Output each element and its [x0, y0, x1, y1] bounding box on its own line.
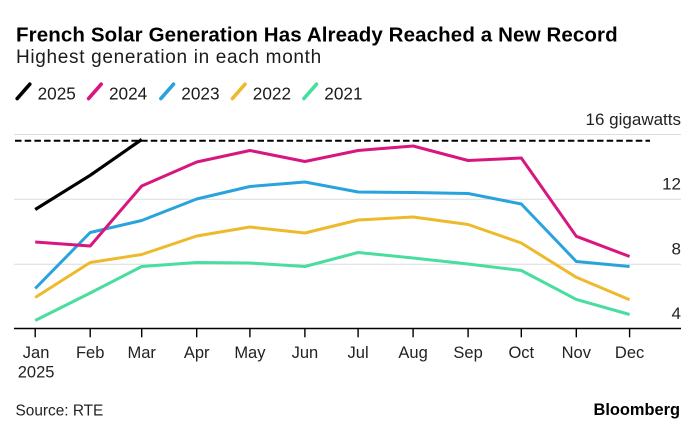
svg-text:Mar: Mar [127, 344, 156, 362]
svg-text:2021: 2021 [324, 83, 362, 103]
svg-text:Feb: Feb [76, 344, 104, 362]
svg-text:Jan: Jan [23, 344, 50, 362]
svg-text:4: 4 [672, 304, 681, 323]
svg-text:Sep: Sep [453, 344, 482, 362]
svg-text:Apr: Apr [184, 344, 210, 362]
svg-text:Source: RTE: Source: RTE [16, 403, 104, 420]
svg-text:16 gigawatts: 16 gigawatts [586, 110, 681, 129]
svg-text:2024: 2024 [109, 83, 148, 103]
svg-text:Nov: Nov [562, 344, 592, 362]
svg-text:2025: 2025 [18, 364, 55, 382]
svg-text:Jul: Jul [348, 344, 369, 362]
svg-text:May: May [234, 344, 266, 362]
svg-text:2022: 2022 [253, 83, 291, 103]
svg-text:French Solar Generation Has Al: French Solar Generation Has Already Reac… [16, 24, 618, 47]
svg-text:Bloomberg: Bloomberg [593, 401, 680, 419]
svg-text:Aug: Aug [398, 344, 427, 362]
svg-text:Highest generation in each mon: Highest generation in each month [16, 47, 322, 68]
svg-text:Jun: Jun [292, 344, 319, 362]
svg-text:12: 12 [662, 175, 681, 194]
svg-text:Oct: Oct [508, 344, 534, 362]
svg-text:Dec: Dec [615, 344, 644, 362]
svg-text:8: 8 [672, 239, 681, 258]
svg-text:2025: 2025 [38, 83, 76, 103]
svg-text:2023: 2023 [181, 83, 219, 103]
